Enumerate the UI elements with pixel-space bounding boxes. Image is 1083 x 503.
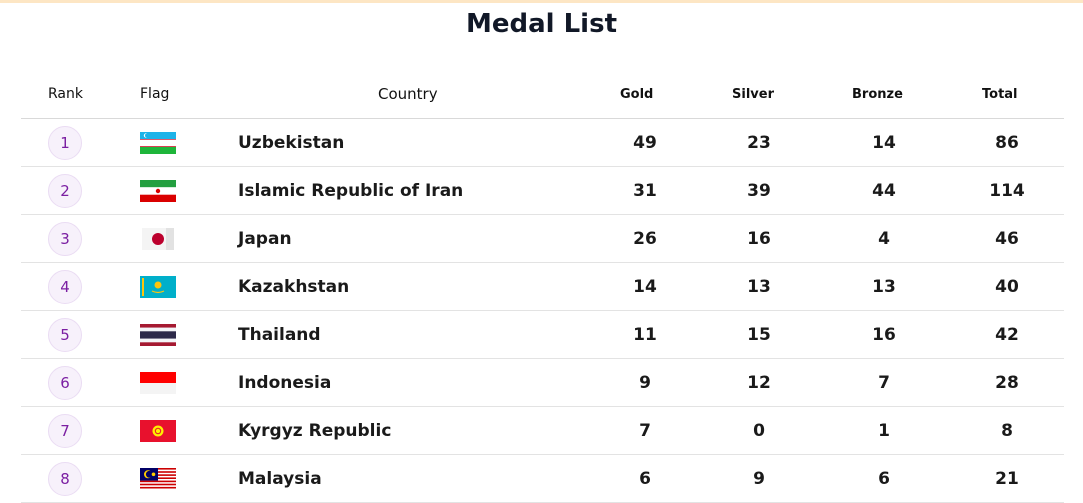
total-count: 42: [995, 324, 1019, 345]
gold-count: 26: [633, 228, 657, 249]
silver-count: 12: [747, 372, 771, 393]
medal-table: Rank Flag Country Gold Silver Bronze Tot…: [21, 70, 1064, 503]
table-row[interactable]: 2 Islamic Republic of Iran 31 39 44 114: [21, 167, 1064, 215]
bronze-count: 13: [872, 276, 896, 297]
country-name[interactable]: Malaysia: [238, 468, 322, 489]
rank-badge: 5: [48, 317, 82, 352]
header-flag[interactable]: Flag: [140, 86, 170, 102]
header-country[interactable]: Country: [378, 85, 438, 103]
table-row[interactable]: 1 Uzbekistan 49 23 14 86: [21, 119, 1064, 167]
silver-count: 13: [747, 276, 771, 297]
silver-count: 39: [747, 180, 771, 201]
table-row[interactable]: 5 Thailand 11 15 16 42: [21, 311, 1064, 359]
header-bronze[interactable]: Bronze: [852, 86, 903, 102]
country-name[interactable]: Kazakhstan: [238, 276, 350, 297]
header-rank[interactable]: Rank: [48, 86, 83, 102]
country-name[interactable]: Indonesia: [238, 372, 332, 393]
rank-badge: 3: [48, 221, 82, 256]
header-silver[interactable]: Silver: [732, 86, 774, 102]
kazakhstan-flag-icon: [140, 275, 176, 298]
rank-badge: 1: [48, 125, 82, 160]
gold-count: 14: [633, 276, 657, 297]
total-count: 21: [995, 468, 1019, 489]
total-count: 28: [995, 372, 1019, 393]
table-row[interactable]: 8 Malaysia 6 9 6 21: [21, 455, 1064, 503]
country-name[interactable]: Thailand: [238, 324, 321, 345]
bronze-count: 16: [872, 324, 896, 345]
bronze-count: 7: [878, 372, 890, 393]
bronze-count: 14: [872, 132, 896, 153]
country-name[interactable]: Kyrgyz Republic: [238, 420, 392, 441]
indonesia-flag-icon: [140, 371, 176, 394]
header-gold[interactable]: Gold: [620, 86, 654, 102]
table-row[interactable]: 6 Indonesia 9 12 7 28: [21, 359, 1064, 407]
table-row[interactable]: 3 Japan 26 16 4 46: [21, 215, 1064, 263]
gold-count: 7: [639, 420, 651, 441]
table-row[interactable]: 4 Kazakhstan 14 13 13 40: [21, 263, 1064, 311]
page-title: Medal List: [465, 9, 617, 39]
silver-count: 15: [747, 324, 771, 345]
gold-count: 6: [639, 468, 651, 489]
gold-count: 9: [639, 372, 651, 393]
rank-badge: 7: [48, 413, 82, 448]
gold-count: 31: [633, 180, 657, 201]
rank-badge: 6: [48, 365, 82, 400]
table-header-row: Rank Flag Country Gold Silver Bronze Tot…: [21, 70, 1064, 119]
gold-count: 49: [633, 132, 657, 153]
bronze-count: 44: [872, 180, 896, 201]
bronze-count: 6: [878, 468, 890, 489]
table-row[interactable]: 7 Kyrgyz Republic 7 0 1 8: [21, 407, 1064, 455]
top-accent-strip: [0, 0, 1083, 3]
header-total[interactable]: Total: [982, 86, 1018, 102]
iran-flag-icon: [140, 179, 176, 202]
silver-count: 16: [747, 228, 771, 249]
country-name[interactable]: Uzbekistan: [238, 132, 345, 153]
malaysia-flag-icon: [140, 467, 176, 490]
gold-count: 11: [633, 324, 657, 345]
silver-count: 23: [747, 132, 771, 153]
rank-badge: 8: [48, 461, 82, 496]
thailand-flag-icon: [140, 323, 176, 346]
country-name[interactable]: Islamic Republic of Iran: [238, 180, 464, 201]
uzbekistan-flag-icon: [140, 131, 176, 154]
country-name[interactable]: Japan: [238, 228, 292, 249]
bronze-count: 4: [878, 228, 890, 249]
bronze-count: 1: [878, 420, 890, 441]
rank-badge: 2: [48, 173, 82, 208]
kyrgyz-flag-icon: [140, 419, 176, 442]
silver-count: 9: [753, 468, 765, 489]
total-count: 46: [995, 228, 1019, 249]
total-count: 40: [995, 276, 1019, 297]
rank-badge: 4: [48, 269, 82, 304]
total-count: 86: [995, 132, 1019, 153]
japan-flag-icon: [140, 227, 176, 250]
silver-count: 0: [753, 420, 765, 441]
total-count: 8: [1001, 420, 1013, 441]
total-count: 114: [989, 180, 1025, 201]
